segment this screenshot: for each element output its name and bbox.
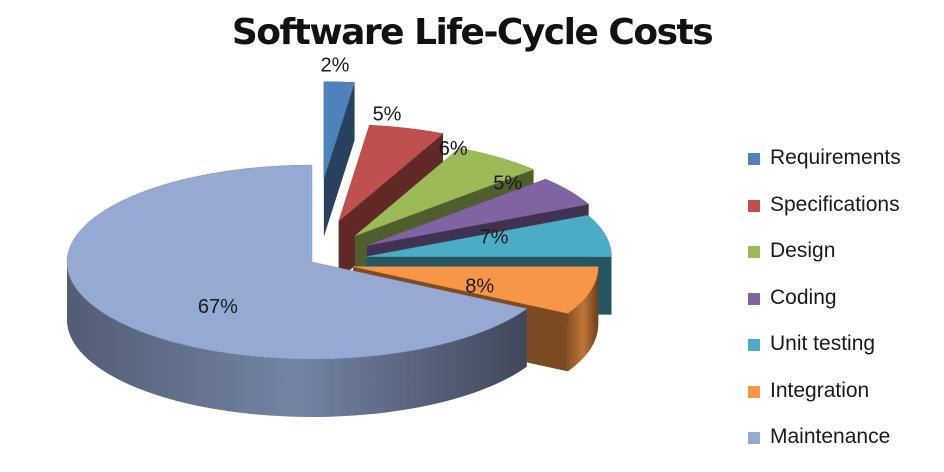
data-label-requirements: 2%: [320, 55, 349, 77]
pie-slice-maintenance: [66, 164, 528, 360]
pie-slice-requirements: [323, 81, 355, 179]
legend-label: Unit testing: [770, 332, 876, 355]
legend-swatch: [748, 292, 760, 305]
legend-label: Maintenance: [770, 425, 891, 448]
chart-title: Software Life-Cycle Costs: [231, 12, 714, 53]
legend-label: Requirements: [770, 146, 901, 169]
legend-label: Design: [770, 239, 836, 262]
legend-swatch: [748, 153, 760, 165]
pie-slice-design: [354, 147, 535, 237]
data-label-unit-testing: 7%: [480, 227, 509, 249]
pie-slice-unit-testing: [366, 215, 612, 257]
pie-slice-side-requirements: [323, 82, 355, 237]
legend-item-maintenance: Maintenance: [748, 423, 901, 470]
pie-chart: 2% 5% 6% 5% 7% 8% 67%: [66, 55, 612, 417]
legend-label: Coding: [770, 285, 837, 309]
legend-swatch: [748, 339, 760, 351]
legend-swatch: [748, 432, 760, 444]
data-label-design: 6%: [439, 138, 468, 160]
data-label-coding: 5%: [493, 173, 522, 195]
legend-swatch: [748, 385, 760, 398]
legend-label: Integration: [770, 378, 870, 402]
legend-item-integration: Integration: [748, 377, 901, 424]
data-label-integration: 8%: [465, 276, 494, 298]
legend: Requirements Specifications Design Coding Un…: [748, 144, 901, 470]
data-label-specifications: 5%: [373, 103, 402, 125]
legend-item-design: Design: [748, 237, 901, 284]
legend-label: Specifications: [770, 192, 900, 216]
pie-slice-coding: [366, 178, 590, 246]
pie-slice-integration: [353, 266, 599, 314]
legend-item-requirements: Requirements: [748, 144, 901, 191]
data-label-maintenance: 67%: [198, 296, 238, 318]
legend-item-coding: Coding: [748, 284, 901, 331]
legend-swatch: [748, 199, 760, 212]
legend-item-specifications: Specifications: [748, 191, 901, 238]
legend-item-unit-testing: Unit testing: [748, 330, 901, 377]
pie-slice-specifications: [338, 124, 444, 223]
legend-swatch: [748, 246, 760, 258]
